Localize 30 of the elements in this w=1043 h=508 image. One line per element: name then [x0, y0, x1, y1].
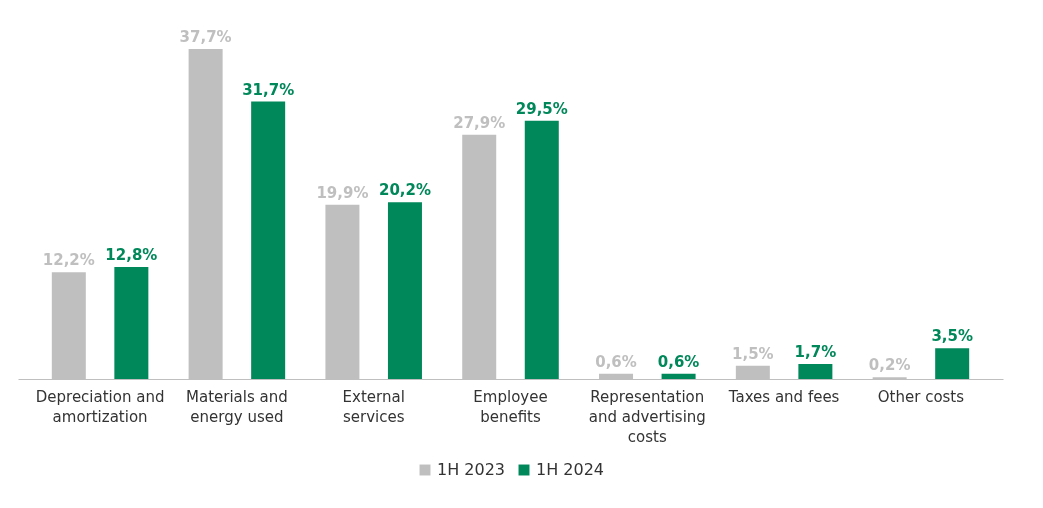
- data-label: 0,6%: [657, 352, 700, 371]
- data-label: 12,2%: [42, 251, 95, 270]
- data-label: 19,9%: [316, 183, 369, 202]
- data-label: 31,7%: [242, 80, 295, 99]
- data-label: 0,2%: [868, 356, 911, 375]
- x-tick-label: Taxes and fees: [727, 387, 840, 406]
- x-tick-label: Depreciation and amortization: [35, 387, 165, 426]
- data-label: 0,6%: [595, 352, 637, 371]
- data-label: 3,5%: [931, 327, 973, 346]
- data-label: 20,2%: [378, 181, 431, 200]
- data-label: 37,7%: [179, 28, 232, 46]
- data-label: 29,5%: [515, 99, 568, 118]
- x-tick-label: Representation and advertising costs: [588, 387, 706, 446]
- data-label: 27,9%: [453, 113, 506, 132]
- bar: [251, 101, 286, 379]
- bar: [114, 266, 149, 379]
- bar: [524, 120, 559, 379]
- bar: [661, 373, 696, 379]
- bar: [387, 202, 422, 379]
- legend-label: 1H 2024: [536, 460, 605, 479]
- bar: [798, 364, 833, 379]
- data-label: 12,8%: [105, 245, 158, 264]
- data-label: 1,5%: [732, 344, 774, 363]
- bar: [935, 348, 970, 379]
- x-tick-label: External services: [342, 387, 405, 426]
- legend-label: 1H 2023: [437, 460, 506, 479]
- x-tick-label: Other costs: [877, 387, 965, 406]
- data-label: 1,7%: [794, 343, 837, 362]
- x-tick-label: Materials and energy used: [186, 387, 288, 426]
- x-tick-label: Employee benefits: [473, 387, 548, 426]
